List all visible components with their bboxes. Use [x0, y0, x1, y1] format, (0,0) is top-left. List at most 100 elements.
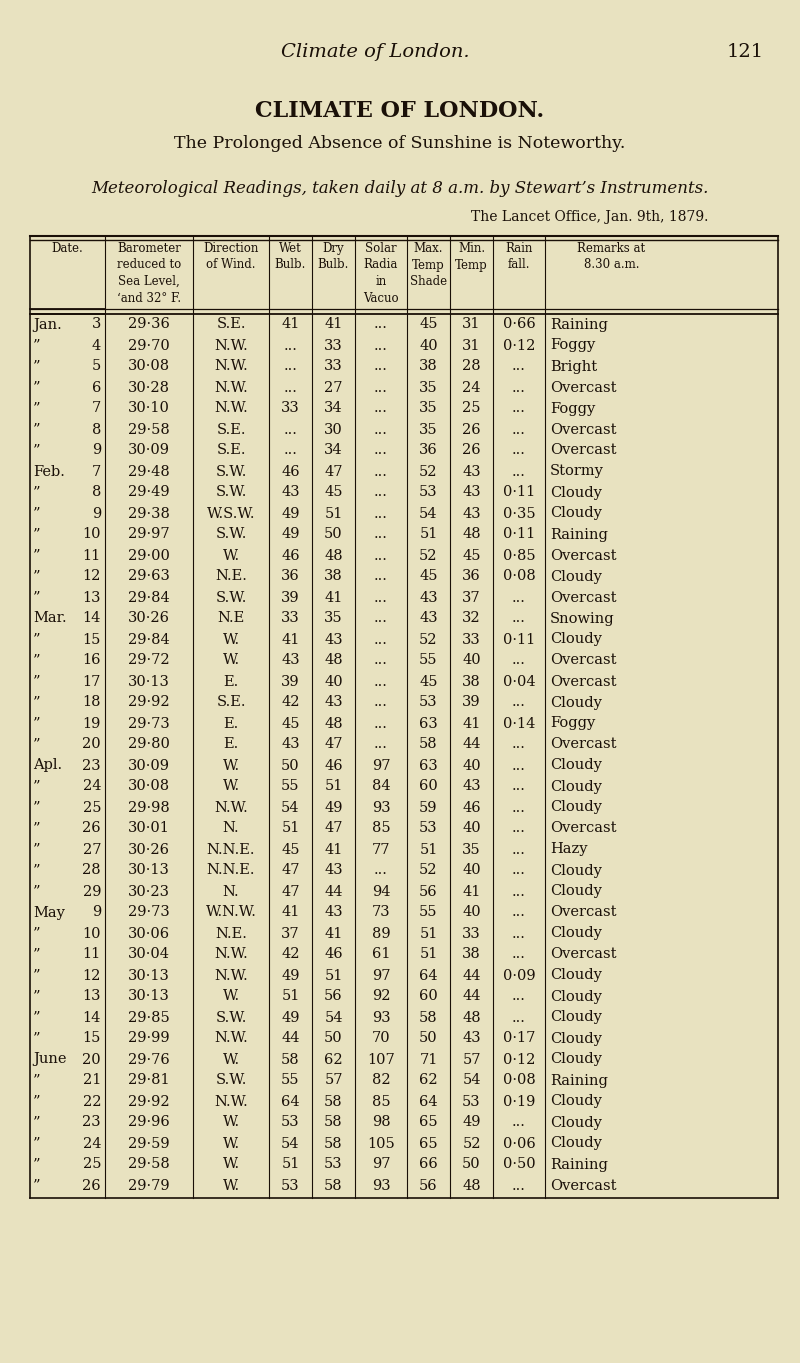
Text: 43: 43	[462, 485, 481, 499]
Text: 33: 33	[281, 612, 300, 626]
Text: 50: 50	[324, 1032, 343, 1045]
Text: Dry
Bulb.: Dry Bulb.	[318, 243, 349, 271]
Text: N.W.: N.W.	[214, 360, 248, 373]
Text: 30·10: 30·10	[128, 402, 170, 416]
Text: N.E.: N.E.	[215, 927, 247, 940]
Text: ...: ...	[512, 758, 526, 773]
Text: ...: ...	[374, 360, 388, 373]
Text: ”: ”	[33, 443, 41, 458]
Text: Cloudy: Cloudy	[550, 780, 602, 793]
Text: 41: 41	[324, 318, 342, 331]
Text: 30·13: 30·13	[128, 675, 170, 688]
Text: Raining: Raining	[550, 527, 608, 541]
Text: Overcast: Overcast	[550, 380, 617, 394]
Text: 41: 41	[282, 632, 300, 646]
Text: The Lancet Office, Jan. 9th, 1879.: The Lancet Office, Jan. 9th, 1879.	[471, 210, 709, 224]
Text: 0·19: 0·19	[503, 1094, 535, 1108]
Text: May: May	[33, 905, 65, 920]
Text: 45: 45	[419, 570, 438, 583]
Text: 50: 50	[419, 1032, 438, 1045]
Text: 43: 43	[281, 653, 300, 668]
Text: 30·06: 30·06	[128, 927, 170, 940]
Text: ”: ”	[33, 1074, 41, 1088]
Text: 24: 24	[82, 1137, 101, 1150]
Text: Overcast: Overcast	[550, 737, 617, 751]
Text: ...: ...	[374, 632, 388, 646]
Text: 62: 62	[324, 1052, 343, 1066]
Text: Overcast: Overcast	[550, 947, 617, 961]
Text: 54: 54	[282, 800, 300, 815]
Text: 53: 53	[324, 1157, 343, 1172]
Text: 29·48: 29·48	[128, 465, 170, 478]
Text: Overcast: Overcast	[550, 548, 617, 563]
Text: Cloudy: Cloudy	[550, 990, 602, 1003]
Text: ...: ...	[512, 927, 526, 940]
Text: 30·08: 30·08	[128, 780, 170, 793]
Text: 39: 39	[281, 675, 300, 688]
Text: 65: 65	[419, 1115, 438, 1130]
Text: ”: ”	[33, 423, 41, 436]
Text: 13: 13	[82, 590, 101, 605]
Text: 56: 56	[324, 990, 343, 1003]
Text: 33: 33	[324, 360, 343, 373]
Text: 0·04: 0·04	[502, 675, 535, 688]
Text: 29·76: 29·76	[128, 1052, 170, 1066]
Text: ...: ...	[374, 465, 388, 478]
Text: 97: 97	[372, 758, 390, 773]
Text: 30·13: 30·13	[128, 990, 170, 1003]
Text: N.W.: N.W.	[214, 800, 248, 815]
Text: 43: 43	[324, 695, 343, 710]
Text: N.W.: N.W.	[214, 947, 248, 961]
Text: Cloudy: Cloudy	[550, 1094, 602, 1108]
Text: 46: 46	[324, 758, 343, 773]
Text: 70: 70	[372, 1032, 390, 1045]
Text: 62: 62	[419, 1074, 438, 1088]
Text: 29·49: 29·49	[128, 485, 170, 499]
Text: N.W.: N.W.	[214, 402, 248, 416]
Text: 0·17: 0·17	[503, 1032, 535, 1045]
Text: N.E: N.E	[218, 612, 245, 626]
Text: 29·59: 29·59	[128, 1137, 170, 1150]
Text: Cloudy: Cloudy	[550, 1115, 602, 1130]
Text: ”: ”	[33, 1157, 41, 1172]
Text: Cloudy: Cloudy	[550, 1052, 602, 1066]
Text: 33: 33	[324, 338, 343, 353]
Text: 26: 26	[462, 443, 481, 458]
Text: ”: ”	[33, 695, 41, 710]
Text: 10: 10	[82, 527, 101, 541]
Text: 34: 34	[324, 443, 343, 458]
Text: S.E.: S.E.	[216, 423, 246, 436]
Text: ...: ...	[512, 1115, 526, 1130]
Text: E.: E.	[223, 675, 238, 688]
Text: 18: 18	[82, 695, 101, 710]
Text: 3: 3	[92, 318, 101, 331]
Text: Overcast: Overcast	[550, 423, 617, 436]
Text: 52: 52	[419, 465, 438, 478]
Text: 38: 38	[419, 360, 438, 373]
Text: Overcast: Overcast	[550, 675, 617, 688]
Text: ”: ”	[33, 1010, 41, 1025]
Text: 0·06: 0·06	[502, 1137, 535, 1150]
Text: 49: 49	[324, 800, 342, 815]
Text: ...: ...	[374, 675, 388, 688]
Text: 61: 61	[372, 947, 390, 961]
Text: 43: 43	[281, 737, 300, 751]
Text: ...: ...	[512, 653, 526, 668]
Text: ...: ...	[512, 780, 526, 793]
Text: 21: 21	[82, 1074, 101, 1088]
Text: 35: 35	[462, 842, 481, 856]
Text: 43: 43	[281, 485, 300, 499]
Text: 30·04: 30·04	[128, 947, 170, 961]
Text: 11: 11	[82, 548, 101, 563]
Text: 63: 63	[419, 717, 438, 731]
Text: ...: ...	[512, 423, 526, 436]
Text: ”: ”	[33, 338, 41, 353]
Text: ...: ...	[512, 885, 526, 898]
Text: 51: 51	[324, 780, 342, 793]
Text: S.W.: S.W.	[215, 527, 246, 541]
Text: 98: 98	[372, 1115, 390, 1130]
Text: 54: 54	[324, 1010, 342, 1025]
Text: 0·66: 0·66	[502, 318, 535, 331]
Text: ”: ”	[33, 737, 41, 751]
Text: 41: 41	[282, 318, 300, 331]
